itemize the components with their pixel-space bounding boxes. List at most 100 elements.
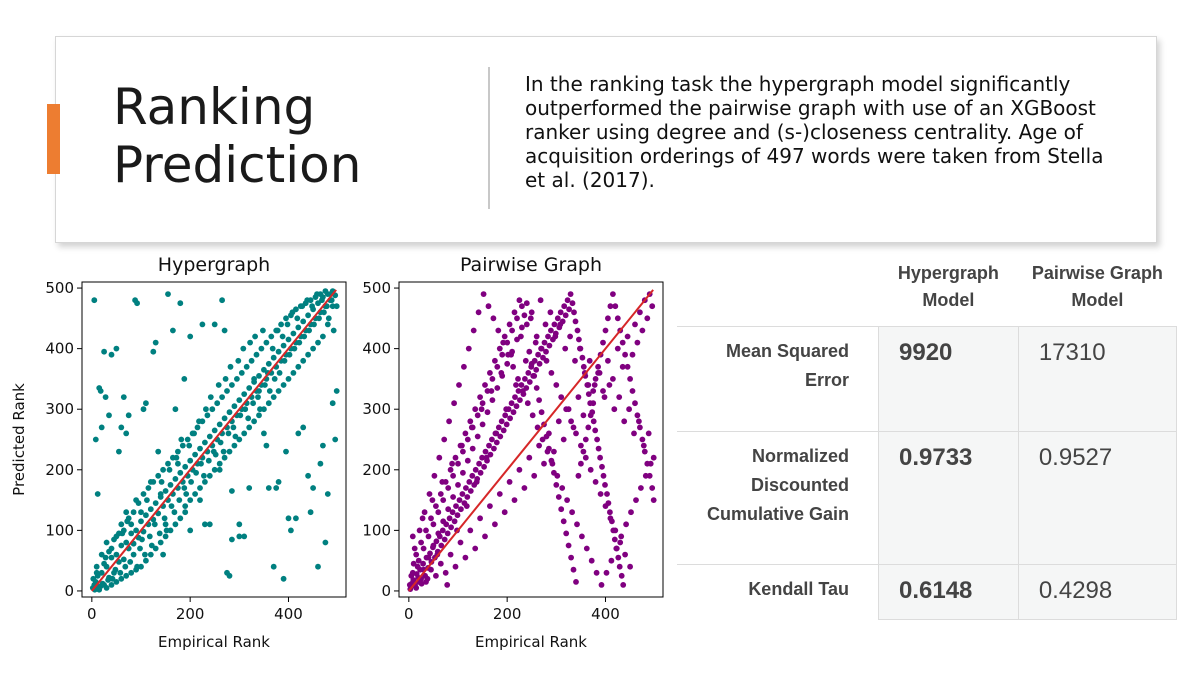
chart-2-point (574, 327, 581, 334)
chart-1-point (108, 582, 115, 588)
chart-2-point (425, 533, 432, 540)
chart-2-point (437, 491, 444, 497)
chart-2-point (527, 315, 534, 322)
chart-1-point (261, 366, 267, 373)
chart-2-point (615, 554, 622, 561)
chart-2-point (512, 394, 518, 400)
chart-1-point (310, 485, 316, 491)
chart-2-point (448, 524, 454, 531)
chart-1-point (137, 545, 143, 552)
chart-2-point (559, 318, 566, 325)
chart-2-point (498, 418, 505, 425)
chart-1-point (93, 563, 100, 570)
chart-1-y-tick-label: 100 (45, 521, 74, 539)
chart-2-point (607, 509, 613, 516)
chart-1-point (138, 563, 144, 570)
chart-1-point (295, 363, 302, 370)
chart-1-point (256, 388, 262, 394)
chart-1-point (315, 339, 321, 346)
chart-2-point (480, 291, 487, 297)
chart-1-point (229, 536, 235, 543)
chart-2-point (602, 482, 608, 488)
chart-2-point (492, 357, 498, 364)
chart-1-point (248, 357, 255, 364)
chart-2-point (568, 554, 574, 561)
chart-1-point (256, 412, 262, 419)
chart-1-point (262, 382, 268, 388)
chart-1-point (296, 339, 303, 346)
chart-1-point (170, 327, 176, 334)
chart-2-point (545, 333, 551, 340)
chart-2-point (536, 397, 542, 403)
chart-2-point (508, 351, 514, 358)
chart-1-point (188, 479, 195, 485)
chart-1-point (291, 345, 298, 352)
chart-2-point (429, 497, 436, 503)
chart-2-point (600, 339, 606, 346)
chart-1-point (155, 448, 162, 455)
chart-1-point (285, 336, 292, 343)
chart-2-point (524, 400, 531, 407)
chart-1-point (211, 427, 218, 434)
chart-2-point (464, 457, 471, 464)
chart-1-point (128, 569, 135, 576)
chart-2-point (543, 348, 549, 355)
chart-2-point (500, 339, 507, 346)
chart-1-point (263, 442, 270, 449)
chart-2-point (517, 397, 523, 403)
chart-2-point (550, 336, 556, 343)
chart-2-frame (398, 281, 664, 598)
chart-2-point (446, 515, 453, 522)
chart-2-point (606, 382, 613, 388)
chart-2-point (461, 363, 467, 370)
chart-2-point (449, 460, 455, 467)
chart-2-point (516, 297, 523, 304)
chart-2-point (433, 572, 439, 579)
chart-1-point (275, 479, 282, 485)
chart-2-point (558, 394, 565, 400)
chart-1-point (130, 509, 137, 516)
chart-2-point (410, 577, 417, 583)
chart-2-point (479, 421, 486, 428)
chart-1-point (305, 351, 311, 358)
chart-2-point (521, 485, 528, 491)
chart-1-point (186, 442, 193, 449)
chart-1-point (324, 491, 331, 497)
chart-2-point (467, 488, 474, 494)
chart-2-point (556, 324, 563, 331)
chart-1-point (241, 533, 248, 540)
chart-2-point (487, 503, 493, 509)
chart-1-point (211, 321, 218, 328)
chart-2-point (476, 460, 482, 467)
hypergraph-value: 0.9733 (878, 431, 1019, 565)
chart-1-y-tick-label: 300 (45, 400, 74, 418)
chart-2-point (612, 303, 619, 310)
chart-1-point (222, 376, 229, 382)
chart-1-point (202, 521, 208, 528)
chart-1-point (301, 333, 308, 340)
chart-2-point (544, 448, 551, 455)
chart-1-point (240, 345, 247, 352)
chart-1-y-tick-label: 400 (45, 340, 74, 358)
chart-2-point (485, 303, 492, 310)
chart-1-point (187, 457, 194, 464)
chart-1-point (293, 306, 299, 313)
chart-1-point (229, 382, 235, 388)
chart-1-point (268, 333, 275, 340)
chart-1-point (138, 518, 144, 525)
chart-2-point (534, 424, 541, 431)
chart-1-point (275, 348, 282, 355)
chart-2-point (546, 342, 553, 349)
metric-label: Normalized Discounted Cumulative Gain (677, 431, 879, 565)
chart-2-point (518, 333, 524, 340)
chart-1-point (162, 533, 169, 540)
chart-2-point (634, 412, 641, 419)
chart-2-point (623, 521, 629, 528)
chart-2-point (592, 376, 599, 382)
chart-1-point (177, 469, 184, 476)
chart-2-point (456, 382, 462, 388)
chart-1-point (123, 539, 130, 546)
chart-1-point (227, 363, 234, 370)
chart-1-point (199, 418, 206, 425)
chart-1-point (209, 406, 216, 413)
